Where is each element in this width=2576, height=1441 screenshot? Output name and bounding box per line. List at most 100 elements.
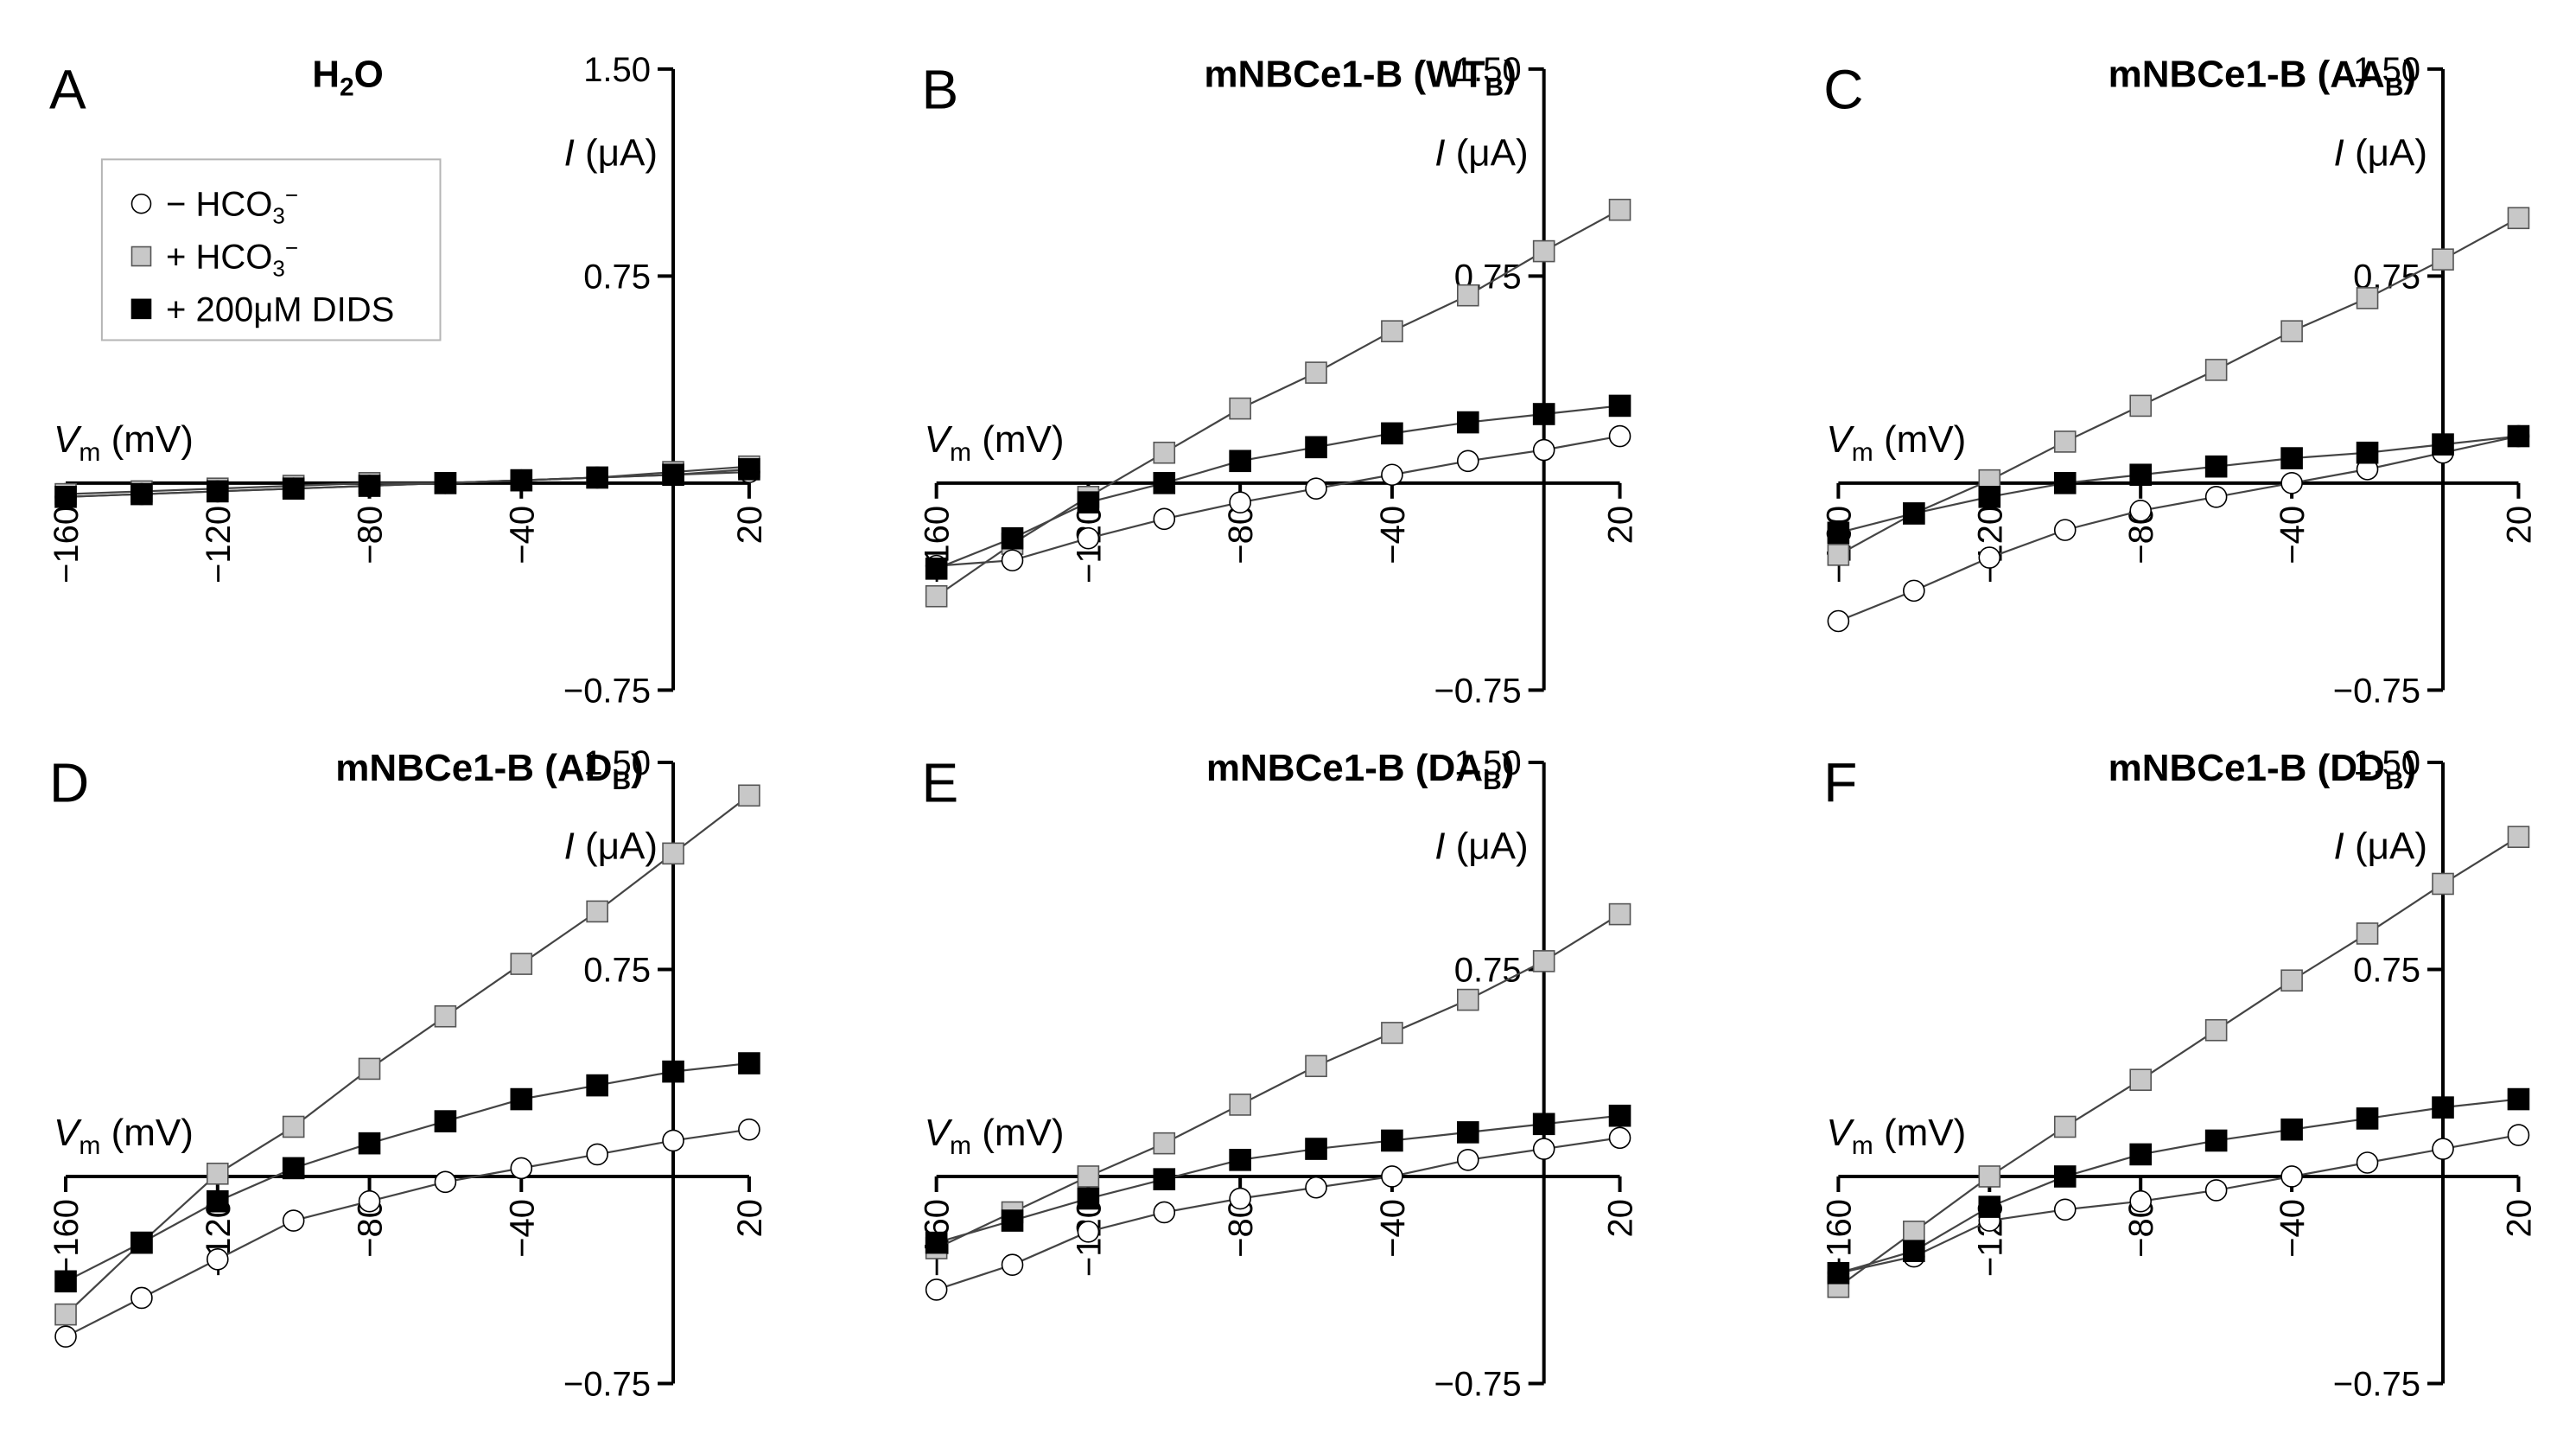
x-tick-label: −40 [1374,1199,1412,1258]
data-point-black-square [2129,463,2152,487]
data-point-black-square [206,1189,229,1213]
data-point-black-square [1456,1121,1479,1144]
y-tick-label: −0.75 [563,1365,651,1403]
data-point-black-square [358,475,381,497]
y-tick-label: 1.50 [1454,51,1522,89]
series-line-open-circle [936,1137,1620,1291]
data-point-black-square [1077,491,1100,513]
data-point-gray-square [1381,320,1403,343]
y-tick-label: −0.75 [2333,672,2420,710]
data-point-black-square [434,472,457,494]
y-tick-label: 1.50 [583,51,651,89]
data-point-black-square [1153,1168,1176,1190]
data-point-black-square [1001,1209,1024,1232]
data-point-black-square [2432,433,2454,456]
data-point-open-circle [1229,491,1251,513]
data-point-gray-square [1153,441,1176,464]
data-point-black-square [2204,455,2228,478]
data-point-open-circle [358,1189,381,1213]
data-point-gray-square [54,1303,77,1326]
data-point-black-square [1903,1240,1925,1262]
data-point-black-square [1532,1113,1555,1136]
data-point-gray-square [2280,320,2303,343]
data-point-black-square [2204,1129,2228,1152]
data-point-black-square [510,469,533,492]
series-line-open-circle [65,1128,750,1338]
data-point-gray-square [1456,284,1479,307]
data-point-open-circle [586,1143,608,1166]
x-tick-label: 20 [731,1199,769,1238]
data-point-open-circle [1381,463,1403,487]
legend-label: + HCO3− [166,235,298,282]
data-point-gray-square [510,953,533,975]
panel-title: H2O [312,54,384,102]
legend-marker-open-circle [130,193,152,214]
data-point-open-circle [1077,1221,1100,1243]
data-point-open-circle [1978,546,2001,569]
series-line-black-square [1838,435,2519,534]
series-line-black-square [66,468,750,498]
data-point-gray-square [1077,1165,1100,1188]
data-point-black-square [1305,436,1327,459]
x-tick-label: −80 [352,506,390,564]
panel-title: mNBCe1-B (AAB) [2109,54,2417,102]
data-point-black-square [662,1060,684,1083]
data-point-black-square [925,558,948,580]
data-point-open-circle [54,1325,77,1348]
data-point-open-circle [1456,450,1479,473]
data-point-black-square [1903,502,1925,525]
x-tick-label: 20 [2500,1199,2538,1238]
series-line-black-square [65,1062,750,1283]
data-point-gray-square [662,842,684,865]
data-point-black-square [2507,1087,2530,1111]
y-axis-label: I (μA) [1434,132,1528,175]
data-point-black-square [282,1157,305,1180]
data-point-black-square [358,1132,381,1155]
data-point-black-square [662,463,684,487]
y-tick-label: 0.75 [583,258,651,296]
x-tick-label: −40 [2274,1199,2312,1258]
data-point-black-square [1456,411,1479,434]
panel-title: mNBCe1-B (WTB) [1204,54,1516,102]
series-line-gray-square [936,913,1621,1249]
data-point-black-square [1827,521,1850,545]
legend-label: − HCO3− [166,182,298,229]
x-tick-label: −40 [503,1199,541,1258]
data-point-gray-square [1229,1094,1251,1116]
data-point-open-circle [662,1129,684,1152]
x-axis-label: Vm (mV) [925,1112,1065,1160]
data-point-black-square [2280,447,2303,469]
y-axis-label: I (μA) [564,132,658,175]
data-point-gray-square [2053,1115,2077,1138]
data-point-black-square [54,486,77,508]
data-point-open-circle [1381,1165,1403,1188]
data-point-black-square [1978,1196,2001,1218]
data-point-black-square [434,1110,457,1132]
data-point-gray-square [1229,397,1251,420]
data-point-black-square [1153,472,1176,494]
data-point-gray-square [2204,1018,2228,1042]
data-point-open-circle [1305,477,1327,501]
legend: − HCO3− + HCO3− + 200μM DIDS [100,158,442,341]
y-tick-label: 0.75 [583,951,651,989]
data-point-open-circle [1608,1126,1631,1150]
data-point-gray-square [2129,1068,2152,1092]
panel-title: mNBCe1-B (DAB) [1206,747,1515,795]
data-point-gray-square [1978,1165,2001,1188]
data-point-black-square [130,482,153,506]
data-point-black-square [510,1087,533,1111]
x-tick-label: −40 [2274,506,2312,564]
data-point-black-square [1827,1261,1850,1285]
data-point-black-square [1229,1149,1251,1171]
data-point-gray-square [586,900,608,923]
data-point-gray-square [1532,950,1555,972]
series-line-gray-square [66,465,750,495]
x-tick-label: −160 [48,1199,86,1277]
series-line-black-square [1838,1098,2519,1274]
y-axis-label: I (μA) [1434,826,1528,868]
data-point-gray-square [2356,922,2379,945]
data-point-black-square [1978,486,2001,508]
